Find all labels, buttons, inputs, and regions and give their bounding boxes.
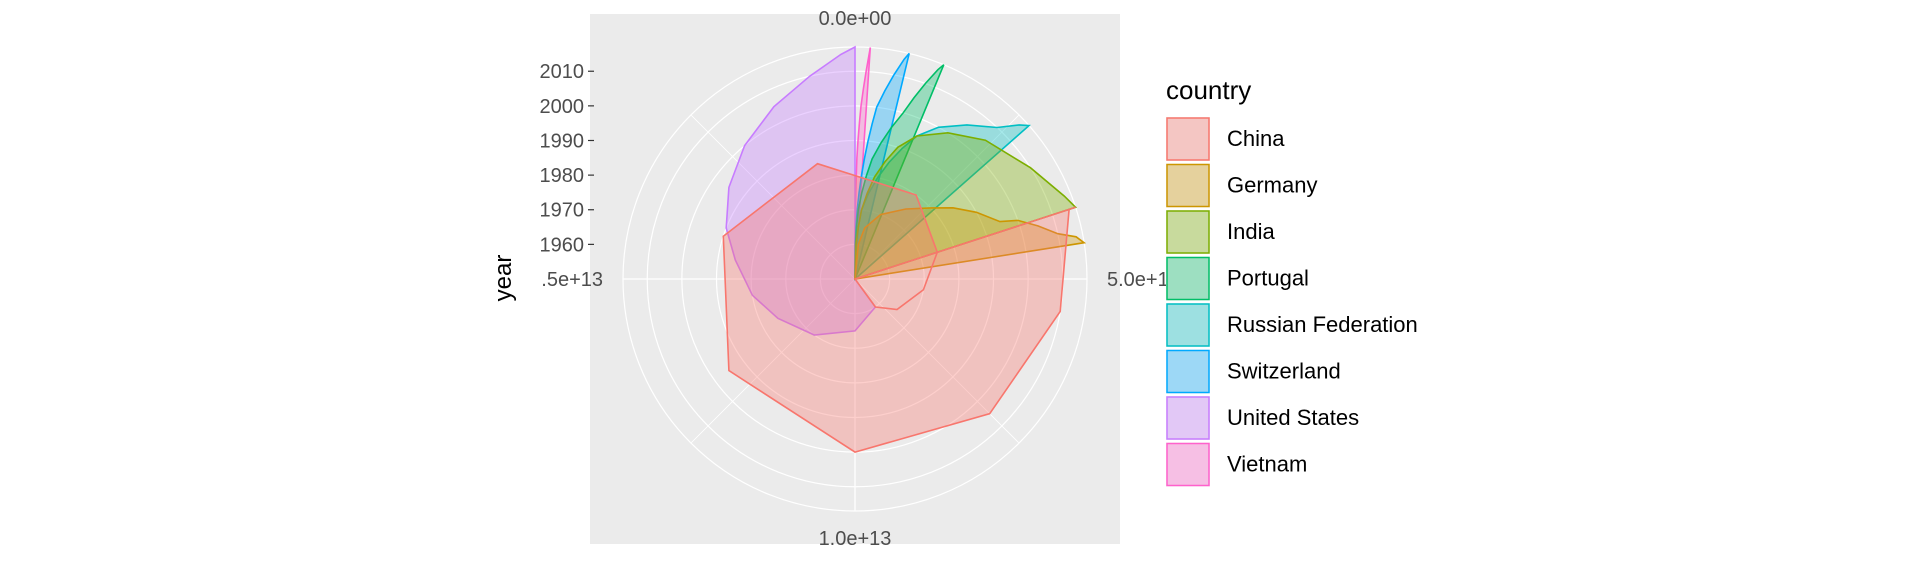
- legend: country China Germany India Portugal Russian…: [1166, 75, 1418, 487]
- legend-key-vietnam: [1166, 442, 1210, 487]
- legend-label: Portugal: [1227, 266, 1309, 291]
- r-axis-tick-label: 1980: [540, 165, 585, 187]
- legend-key-germany: [1166, 163, 1210, 208]
- legend-key-background: [1166, 256, 1210, 301]
- legend-label: Germany: [1227, 173, 1317, 198]
- r-axis-tick-label: 2000: [540, 96, 585, 118]
- theta-tick-labels: 0.0e+00 5.0e+1 1.0e+13 .5e+13: [541, 8, 1168, 550]
- legend-key-background: [1166, 163, 1210, 208]
- series-area-united-states: [725, 45, 877, 336]
- legend-key-background: [1166, 303, 1210, 347]
- series-area-portugal: [854, 64, 945, 280]
- legend-title: country: [1166, 75, 1251, 105]
- legend-key-background: [1166, 396, 1210, 440]
- legend-key-background: [1166, 349, 1210, 394]
- legend-label: United States: [1227, 405, 1359, 430]
- r-axis-tick-label: 1960: [540, 234, 585, 256]
- legend-key-portugal: [1166, 256, 1210, 301]
- legend-label: Switzerland: [1227, 359, 1341, 384]
- legend-label: India: [1227, 219, 1275, 244]
- r-axis-tick-label: 2010: [540, 61, 585, 83]
- legend-key-background: [1166, 210, 1210, 254]
- legend-key-russian-federation: [1166, 303, 1210, 347]
- series-area-india: [854, 131, 1078, 281]
- legend-key-switzerland: [1166, 349, 1210, 394]
- series-area-china: [722, 162, 1076, 453]
- theta-tick-label: 0.0e+00: [819, 8, 892, 30]
- r-axis: 1960 1970 1980 1990 2000 2010: [540, 61, 594, 256]
- legend-key-china: [1166, 117, 1210, 161]
- legend-label: China: [1227, 126, 1285, 151]
- theta-grid-line: [690, 278, 856, 444]
- legend-key-india: [1166, 210, 1210, 254]
- theta-grid-line: [854, 278, 1020, 444]
- r-axis-tick-label: 1990: [540, 130, 585, 152]
- series-areas: [722, 45, 1087, 453]
- legend-key-background: [1166, 117, 1210, 161]
- legend-key-united-states: [1166, 396, 1210, 440]
- legend-key-background: [1166, 442, 1210, 487]
- theta-grid-line: [854, 114, 1020, 280]
- y-axis-title: year: [490, 255, 517, 302]
- legend-label: Russian Federation: [1227, 312, 1418, 337]
- theta-tick-label: 1.0e+13: [819, 528, 892, 550]
- r-axis-tick-label: 1970: [540, 200, 585, 222]
- theta-tick-label: .5e+13: [541, 269, 603, 291]
- legend-label: Vietnam: [1227, 452, 1307, 477]
- theta-tick-label: 5.0e+1: [1107, 269, 1169, 291]
